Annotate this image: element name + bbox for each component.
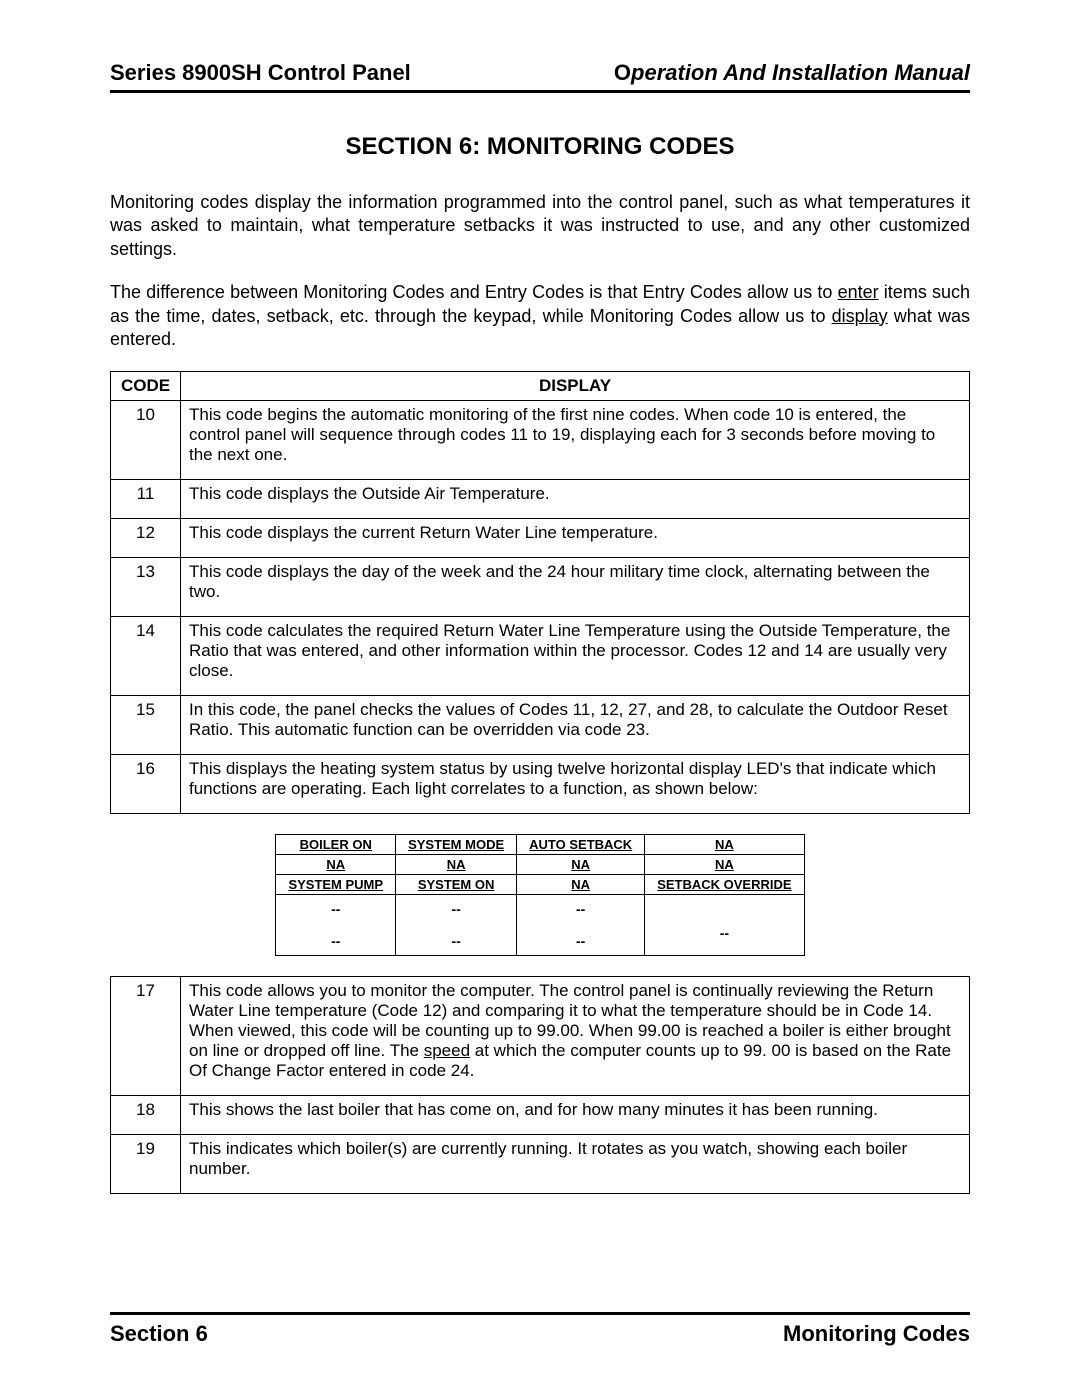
para2-pre: The difference between Monitoring Codes … — [110, 282, 838, 302]
led-dash: -- -- — [396, 895, 517, 956]
codes-table-1: CODE DISPLAY 10 This code begins the aut… — [110, 371, 970, 814]
footer: Section 6 Monitoring Codes — [110, 1312, 970, 1347]
table-row: 12 This code displays the current Return… — [111, 519, 970, 558]
led-dash: -- -- — [276, 895, 396, 956]
table-row: 18 This shows the last boiler that has c… — [111, 1096, 970, 1135]
para2-u1: enter — [838, 282, 879, 302]
th-code: CODE — [111, 372, 181, 401]
code-cell: 17 — [111, 977, 181, 1096]
code-cell: 15 — [111, 696, 181, 755]
led-table: BOILER ON SYSTEM MODE AUTO SETBACK NA NA… — [275, 834, 804, 956]
header-right: Operation And Installation Manual — [614, 60, 970, 86]
code-cell: 19 — [111, 1135, 181, 1194]
table-row: 16 This displays the heating system stat… — [111, 755, 970, 814]
led-dash: -- — [645, 895, 804, 956]
led-cell: SYSTEM PUMP — [276, 875, 396, 895]
led-dash-row-1: -- -- -- -- -- -- -- — [276, 895, 804, 956]
paragraph-2: The difference between Monitoring Codes … — [110, 281, 970, 351]
dash: -- — [331, 933, 340, 949]
display-cell: This code displays the current Return Wa… — [181, 519, 970, 558]
page: Series 8900SH Control Panel Operation An… — [0, 0, 1080, 1397]
code-cell: 14 — [111, 617, 181, 696]
code-cell: 10 — [111, 401, 181, 480]
header: Series 8900SH Control Panel Operation An… — [110, 60, 970, 93]
dash: -- — [451, 901, 460, 917]
display-cell: This code allows you to monitor the comp… — [181, 977, 970, 1096]
header-right-o: O — [614, 60, 631, 85]
t2r0-u: speed — [424, 1041, 470, 1060]
led-cell: NA — [276, 855, 396, 875]
dash: -- — [576, 901, 585, 917]
header-right-rest: peration And Installation Manual — [631, 60, 970, 85]
code-cell: 12 — [111, 519, 181, 558]
led-cell: NA — [396, 855, 517, 875]
table-header-row: CODE DISPLAY — [111, 372, 970, 401]
table-row: 13 This code displays the day of the wee… — [111, 558, 970, 617]
dash: -- — [720, 925, 729, 941]
led-row-3: SYSTEM PUMP SYSTEM ON NA SETBACK OVERRID… — [276, 875, 804, 895]
table-row: 19 This indicates which boiler(s) are cu… — [111, 1135, 970, 1194]
header-left: Series 8900SH Control Panel — [110, 60, 411, 86]
code-cell: 16 — [111, 755, 181, 814]
display-cell: This code begins the automatic monitorin… — [181, 401, 970, 480]
code-cell: 18 — [111, 1096, 181, 1135]
footer-left: Section 6 — [110, 1321, 208, 1347]
led-cell: SYSTEM ON — [396, 875, 517, 895]
dash: -- — [576, 933, 585, 949]
code-cell: 11 — [111, 480, 181, 519]
led-cell: NA — [517, 875, 645, 895]
led-cell: NA — [645, 835, 804, 855]
led-cell: AUTO SETBACK — [517, 835, 645, 855]
th-display: DISPLAY — [181, 372, 970, 401]
display-cell: This code displays the Outside Air Tempe… — [181, 480, 970, 519]
display-cell: This code calculates the required Return… — [181, 617, 970, 696]
led-cell: BOILER ON — [276, 835, 396, 855]
dash: -- — [451, 933, 460, 949]
dash: -- — [331, 901, 340, 917]
led-dash: -- -- — [517, 895, 645, 956]
display-cell: This shows the last boiler that has come… — [181, 1096, 970, 1135]
led-row-2: NA NA NA NA — [276, 855, 804, 875]
display-cell: This displays the heating system status … — [181, 755, 970, 814]
display-cell: This code displays the day of the week a… — [181, 558, 970, 617]
codes-table-2: 17 This code allows you to monitor the c… — [110, 976, 970, 1194]
paragraph-1: Monitoring codes display the information… — [110, 191, 970, 261]
table-row: 11 This code displays the Outside Air Te… — [111, 480, 970, 519]
table-row: 15 In this code, the panel checks the va… — [111, 696, 970, 755]
display-cell: In this code, the panel checks the value… — [181, 696, 970, 755]
footer-line: Section 6 Monitoring Codes — [110, 1312, 970, 1347]
table-row: 17 This code allows you to monitor the c… — [111, 977, 970, 1096]
code-cell: 13 — [111, 558, 181, 617]
led-cell: NA — [645, 855, 804, 875]
footer-right: Monitoring Codes — [783, 1321, 970, 1347]
led-cell: SETBACK OVERRIDE — [645, 875, 804, 895]
table-row: 10 This code begins the automatic monito… — [111, 401, 970, 480]
led-row-1: BOILER ON SYSTEM MODE AUTO SETBACK NA — [276, 835, 804, 855]
led-cell: SYSTEM MODE — [396, 835, 517, 855]
display-cell: This indicates which boiler(s) are curre… — [181, 1135, 970, 1194]
section-title: SECTION 6: MONITORING CODES — [110, 133, 970, 161]
table-row: 14 This code calculates the required Ret… — [111, 617, 970, 696]
led-cell: NA — [517, 855, 645, 875]
para2-u2: display — [832, 306, 888, 326]
